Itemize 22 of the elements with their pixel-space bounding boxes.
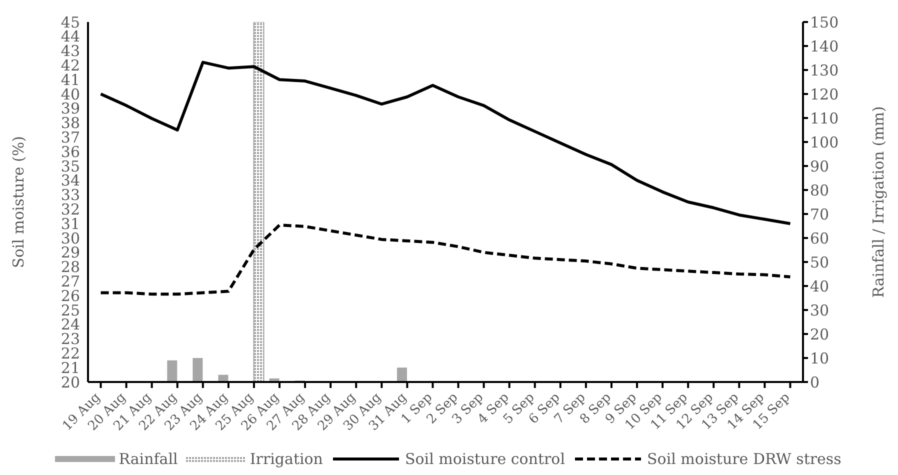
y2-tick-label: 30 xyxy=(810,301,830,320)
y2-tick-label: 120 xyxy=(810,85,839,104)
y2-tick-label: 70 xyxy=(810,205,830,224)
y-axis-title: Soil moisture (%) xyxy=(9,136,28,268)
legend-label: Irrigation xyxy=(250,450,323,468)
legend-label: Rainfall xyxy=(118,450,178,468)
y2-tick-label: 90 xyxy=(810,157,830,176)
y2-tick-label: 150 xyxy=(810,13,839,32)
y2-tick-label: 130 xyxy=(810,61,839,80)
y2-tick-label: 60 xyxy=(810,229,830,248)
y2-tick-label: 40 xyxy=(810,277,830,296)
y2-tick-label: 10 xyxy=(810,349,830,368)
y2-tick-label: 50 xyxy=(810,253,830,272)
y2-tick-label: 100 xyxy=(810,133,839,152)
y2-tick-label: 140 xyxy=(810,37,839,56)
y2-axis-title: Rainfall / Irrigation (mm) xyxy=(869,106,888,298)
y2-tick-label: 0 xyxy=(810,373,820,392)
legend-label: Soil moisture DRW stress xyxy=(647,450,842,468)
legend-label: Soil moisture control xyxy=(404,450,566,468)
y2-tick-label: 110 xyxy=(810,109,839,128)
y2-tick-label: 20 xyxy=(810,325,830,344)
y2-tick-label: 80 xyxy=(810,181,830,200)
